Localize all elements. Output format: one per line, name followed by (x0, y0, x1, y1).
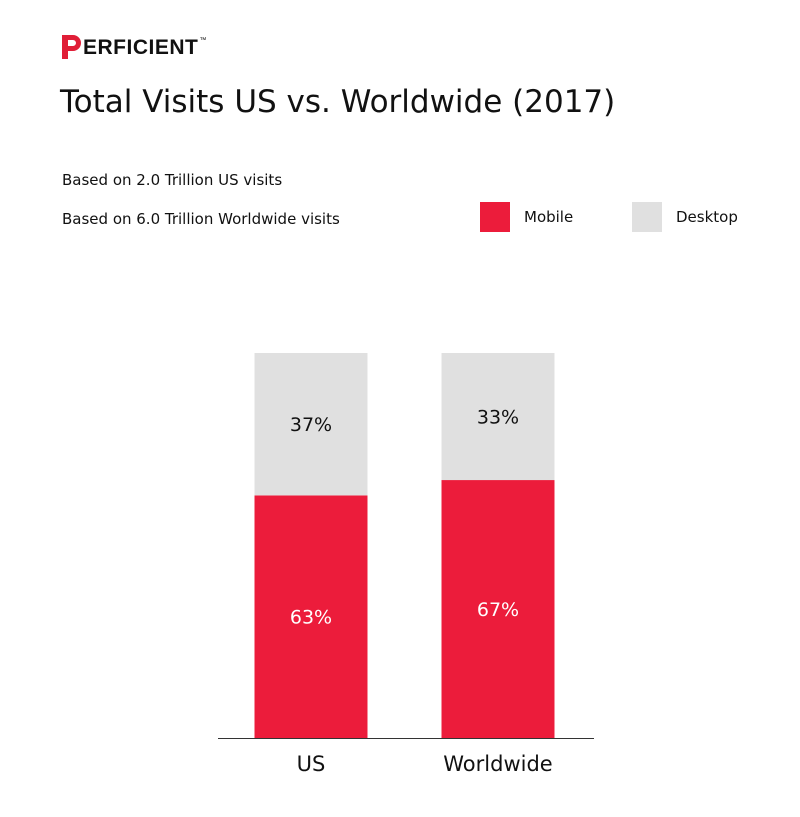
data-label-mobile-worldwide: 67% (477, 599, 519, 621)
legend-swatch-desktop (632, 202, 662, 232)
legend-item-mobile: Mobile (480, 202, 573, 232)
bar-mobile-worldwide (441, 480, 555, 738)
bar-desktop-worldwide (441, 353, 555, 481)
data-label-desktop-worldwide: 33% (477, 407, 519, 429)
brand-name: ERFICIENT (83, 35, 199, 59)
legend-item-desktop: Desktop (632, 202, 738, 232)
perficient-p-icon (62, 35, 81, 59)
page-title: Total Visits US vs. Worldwide (2017) (60, 84, 616, 120)
bar-desktop-us (254, 353, 368, 496)
data-label-mobile-us: 63% (290, 607, 332, 629)
x-tick-label-us: US (297, 752, 326, 776)
brand-trademark: ™ (199, 37, 207, 44)
legend-label-mobile: Mobile (524, 208, 574, 226)
subtitle-worldwide-visits: Based on 6.0 Trillion Worldwide visits (62, 210, 340, 228)
legend-label-desktop: Desktop (676, 208, 738, 226)
x-tick-label-worldwide: Worldwide (443, 752, 552, 776)
legend-swatch-mobile (480, 202, 510, 232)
data-label-desktop-us: 37% (290, 414, 332, 436)
brand-logo: ERFICIENT ™ (60, 33, 206, 61)
subtitle-us-visits: Based on 2.0 Trillion US visits (62, 171, 283, 189)
bar-mobile-us (254, 495, 368, 738)
